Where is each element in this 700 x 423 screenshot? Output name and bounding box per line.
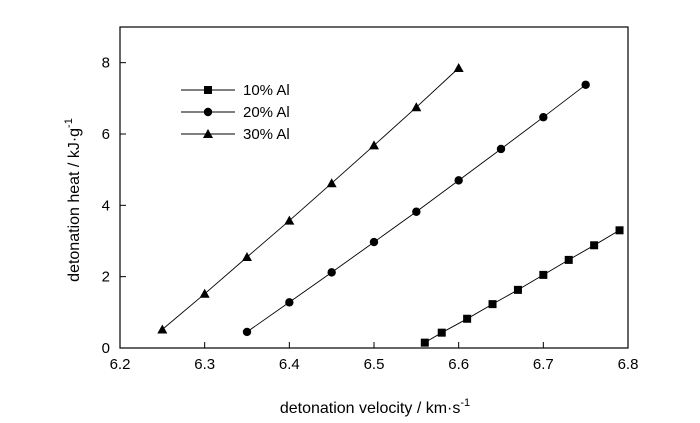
- data-point: [463, 314, 472, 323]
- plot-frame: [119, 26, 629, 349]
- y-tick-label: 4: [102, 197, 110, 214]
- x-axis-title-superscript: -1: [460, 397, 470, 409]
- data-point: [539, 113, 548, 122]
- legend-label: 30% Al: [243, 126, 290, 143]
- y-tick-label: 8: [102, 55, 110, 72]
- legend-item: 20% Al: [181, 104, 290, 121]
- data-point: [369, 237, 379, 247]
- legend-label: 10% Al: [243, 82, 290, 99]
- data-point: [581, 80, 590, 89]
- x-axis-title: detonation velocity / km·s-1: [280, 397, 470, 417]
- data-point: [513, 285, 522, 294]
- data-point: [590, 241, 599, 250]
- legend-item: 30% Al: [181, 126, 290, 143]
- legend-marker: [203, 107, 213, 117]
- data-point: [496, 144, 506, 154]
- data-point: [327, 268, 336, 277]
- legend: 10% Al 20% Al 30% Al: [181, 82, 290, 143]
- x-tick-label: 6.5: [364, 356, 385, 373]
- data-point: [437, 328, 446, 337]
- y-tick-label: 2: [102, 269, 110, 286]
- plot-border: [119, 26, 629, 349]
- data-point: [454, 176, 463, 185]
- y-axis-title-text: detonation heat / kJ·g: [66, 128, 83, 282]
- data-point: [199, 288, 210, 298]
- data-point: [157, 324, 168, 334]
- y-tick-label: 0: [102, 340, 110, 357]
- x-tick-label: 6.2: [110, 356, 131, 373]
- y-axis: 0 2 4 6 8: [102, 55, 126, 357]
- y-tick-label: 6: [102, 126, 110, 143]
- x-tick-label: 6.3: [194, 356, 215, 373]
- data-point: [326, 178, 337, 188]
- legend-marker: [204, 86, 212, 94]
- data-point: [453, 63, 464, 73]
- series-square: [420, 226, 624, 347]
- data-point: [369, 140, 379, 150]
- data-point: [564, 255, 573, 264]
- y-axis-title: detonation heat / kJ·g-1: [63, 118, 83, 282]
- data-point: [285, 298, 294, 307]
- series-triangle: [157, 63, 464, 334]
- legend-label: 20% Al: [243, 104, 290, 121]
- x-tick-label: 6.4: [279, 356, 300, 373]
- y-axis-title-superscript: -1: [63, 118, 75, 128]
- data-point: [539, 270, 548, 279]
- data-point: [488, 300, 497, 309]
- legend-item: 10% Al: [181, 82, 290, 99]
- x-tick-label: 6.6: [448, 356, 469, 373]
- data-point: [411, 102, 422, 112]
- data-point: [284, 215, 295, 225]
- x-axis-title-text: detonation velocity / km·s: [280, 400, 461, 417]
- data-point: [615, 226, 624, 235]
- x-axis: 6.2 6.3 6.4 6.5 6.6 6.7 6.8: [110, 342, 639, 373]
- x-tick-label: 6.8: [618, 356, 639, 373]
- series-line: [162, 67, 460, 330]
- legend-marker: [203, 129, 213, 138]
- data-point: [242, 252, 252, 262]
- data-point: [412, 207, 421, 216]
- series-circle: [242, 80, 590, 337]
- series-layer: [157, 63, 624, 347]
- x-tick-label: 6.7: [533, 356, 554, 373]
- data-point: [242, 327, 252, 337]
- data-point: [420, 338, 429, 347]
